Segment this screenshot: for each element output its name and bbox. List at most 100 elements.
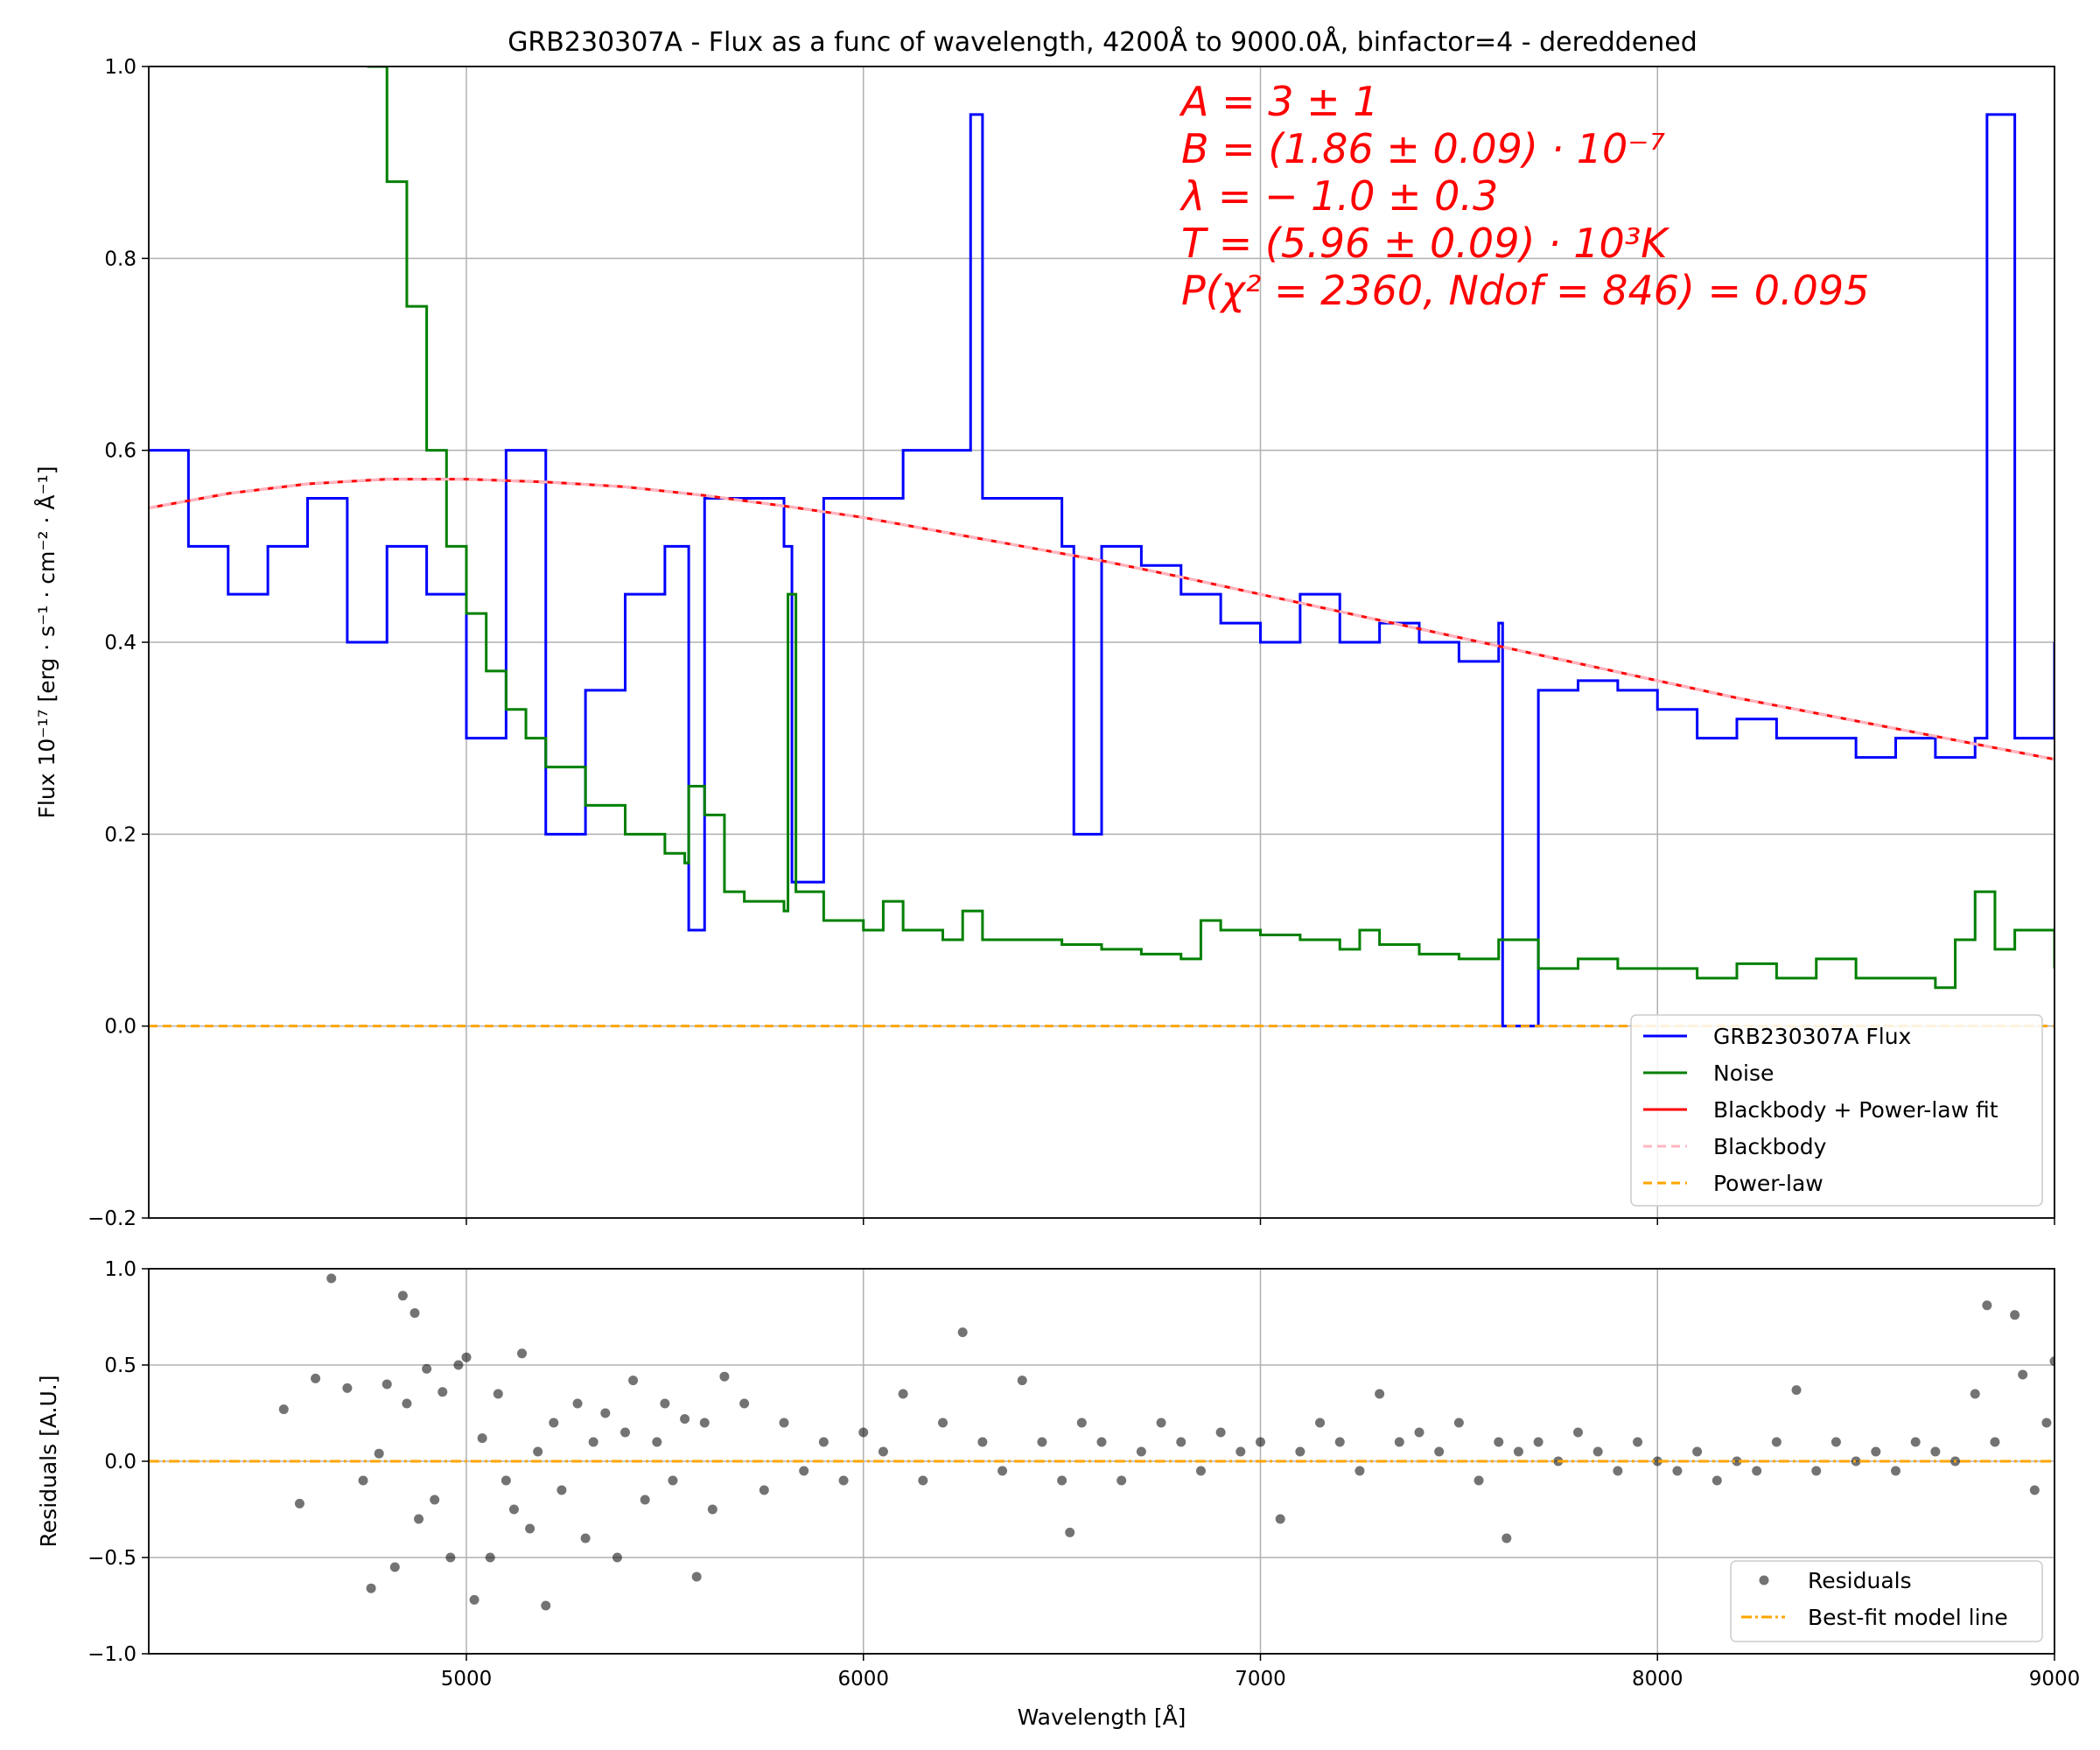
residuals-y-ticks: −1.0 −0.5 0.0 0.5 1.0 — [88, 1258, 149, 1666]
residual-point — [469, 1594, 480, 1605]
residual-point — [445, 1552, 456, 1563]
residual-point — [1494, 1437, 1504, 1447]
flux-y-tick-label: 1.0 — [104, 56, 136, 79]
x-tick-label: 7000 — [1235, 1668, 1286, 1690]
legend-noise-label: Noise — [1713, 1060, 1774, 1086]
flux-legend-box — [1630, 1014, 2043, 1207]
residual-point — [2041, 1418, 2052, 1428]
legend-bestfit-label: Best-fit model line — [1808, 1605, 2008, 1630]
x-tick-label: 9000 — [2029, 1668, 2081, 1690]
legend-residuals-swatch — [1759, 1575, 1769, 1586]
residual-point — [461, 1352, 472, 1362]
residual-point — [453, 1360, 464, 1370]
flux-y-tick-label: 0.2 — [104, 823, 136, 846]
residual-point — [1970, 1389, 1980, 1399]
residuals-y-tick-label: 0.5 — [104, 1354, 136, 1377]
residual-point — [1414, 1427, 1424, 1438]
residual-point — [2029, 1485, 2040, 1495]
flux-y-tick-label: 0.4 — [104, 632, 136, 654]
residual-point — [1930, 1446, 1941, 1457]
residual-point — [533, 1446, 543, 1457]
residual-point — [422, 1363, 432, 1374]
chart-title: GRB230307A - Flux as a func of wavelengt… — [508, 26, 1698, 58]
annotation-T: T = (5.96 ± 0.09) · 10³K — [1181, 220, 1670, 267]
annotation-A: A = 3 ± 1 — [1179, 78, 1379, 125]
flux-x-ticks — [466, 1218, 2055, 1225]
residual-point — [294, 1498, 304, 1508]
residual-point — [382, 1379, 392, 1390]
annotation-P: P(χ² = 2360, Ndof = 846) = 0.095 — [1181, 267, 1869, 314]
legend-powerlaw-label: Power-law — [1713, 1171, 1824, 1196]
residual-point — [410, 1308, 420, 1319]
x-axis-label: Wavelength [Å] — [1018, 1704, 1186, 1730]
residuals-y-tick-label: 1.0 — [104, 1258, 136, 1281]
residual-point — [477, 1433, 487, 1444]
residual-point — [1136, 1446, 1146, 1457]
residual-point — [818, 1437, 829, 1447]
residual-point — [878, 1446, 888, 1457]
residual-point — [799, 1466, 809, 1476]
residual-point — [580, 1533, 591, 1544]
residual-point — [652, 1437, 662, 1447]
residual-point — [1156, 1418, 1166, 1428]
residual-point — [493, 1389, 503, 1399]
annotation-B: B = (1.86 ± 0.09) · 10⁻⁷ — [1181, 125, 1666, 172]
residual-point — [1592, 1446, 1603, 1457]
residual-point — [938, 1418, 948, 1428]
residual-point — [397, 1291, 408, 1301]
residual-point — [858, 1427, 869, 1438]
residual-point — [957, 1327, 968, 1338]
residual-point — [366, 1583, 376, 1593]
residual-point — [918, 1475, 928, 1486]
residuals-y-axis-label: Residuals [A.U.] — [36, 1376, 61, 1548]
residual-point — [1017, 1376, 1027, 1386]
residual-point — [759, 1485, 769, 1495]
residual-point — [1176, 1437, 1186, 1447]
legend-fit-label: Blackbody + Power-law fit — [1713, 1097, 1998, 1123]
residual-point — [1712, 1475, 1722, 1486]
residuals-y-tick-label: −1.0 — [88, 1643, 136, 1666]
residual-point — [1502, 1533, 1512, 1544]
residual-point — [1791, 1385, 1802, 1396]
legend-blackbody-label: Blackbody — [1713, 1134, 1827, 1159]
residual-point — [556, 1485, 567, 1495]
flux-y-tick-label: 0.0 — [104, 1016, 136, 1039]
residual-point — [1065, 1527, 1075, 1537]
residual-point — [719, 1371, 730, 1382]
residual-point — [402, 1398, 412, 1409]
residual-point — [1830, 1437, 1841, 1447]
residuals-x-ticks: 5000 6000 7000 8000 9000 — [441, 1654, 2081, 1690]
residual-point — [1434, 1446, 1445, 1457]
legend-flux-label: GRB230307A Flux — [1713, 1024, 1911, 1049]
annotation-lambda: λ = − 1.0 ± 0.3 — [1179, 172, 1498, 220]
residual-point — [278, 1404, 289, 1415]
residual-point — [1752, 1466, 1762, 1476]
x-tick-label: 5000 — [441, 1668, 493, 1690]
x-tick-label: 8000 — [1632, 1668, 1684, 1690]
residual-point — [485, 1552, 495, 1563]
residual-point — [1871, 1446, 1881, 1457]
residual-point — [525, 1523, 536, 1534]
residual-point — [1533, 1437, 1544, 1447]
residual-point — [739, 1398, 750, 1409]
flux-series — [149, 66, 2054, 1028]
residual-point — [1236, 1446, 1246, 1457]
residual-point — [779, 1418, 789, 1428]
residual-point — [1513, 1446, 1523, 1457]
residual-point — [680, 1414, 690, 1424]
residual-point — [358, 1475, 368, 1486]
residual-point — [1375, 1389, 1385, 1399]
residual-point — [500, 1475, 511, 1486]
flux-y-tick-label: 0.8 — [104, 248, 136, 270]
residual-point — [898, 1389, 908, 1399]
residual-point — [1851, 1456, 1861, 1466]
flux-series-noise — [367, 66, 2054, 990]
residual-point — [508, 1504, 519, 1515]
residual-point — [1990, 1437, 2000, 1447]
residual-point — [998, 1466, 1008, 1476]
residual-point — [1652, 1456, 1662, 1466]
flux-series-blackbody — [149, 478, 2054, 761]
residuals-legend: Residuals Best-fit model line — [1730, 1560, 2043, 1642]
residual-point — [1474, 1475, 1484, 1486]
residual-point — [2049, 1356, 2054, 1367]
